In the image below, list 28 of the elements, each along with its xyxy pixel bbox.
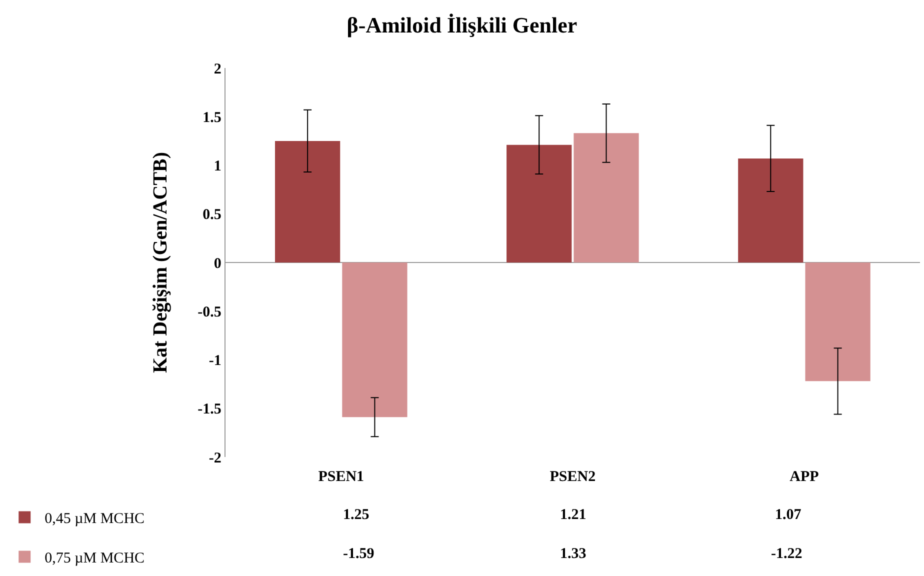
- x-tick-label: APP: [790, 469, 819, 485]
- y-tick-label: 0: [214, 256, 222, 272]
- y-tick-label: 1: [214, 158, 222, 174]
- legend-label: 0,45 µM MCHC: [44, 511, 145, 528]
- y-tick-label: -1: [208, 353, 222, 369]
- data-label: -1.22: [771, 546, 802, 562]
- y-tick-label: 2: [214, 61, 222, 78]
- bar: [738, 158, 804, 262]
- x-tick-label: PSEN1: [318, 469, 364, 485]
- data-label: 1.25: [343, 507, 370, 523]
- data-label: 1.21: [560, 507, 586, 523]
- y-tick-label: -0.5: [198, 304, 222, 320]
- bar: [574, 133, 639, 262]
- y-tick-label: -1.5: [198, 402, 222, 418]
- bar: [342, 262, 408, 418]
- x-tick-label: PSEN2: [550, 469, 596, 485]
- bar: [506, 144, 572, 262]
- data-label: 1.07: [775, 507, 802, 523]
- y-tick-label: -2: [208, 450, 222, 466]
- bar: [805, 262, 870, 382]
- y-tick-label: 1.5: [202, 110, 222, 126]
- bar: [275, 140, 340, 262]
- y-tick-label: 0.5: [202, 207, 222, 224]
- data-label: -1.59: [343, 546, 374, 562]
- legend-label: 0,75 µM MCHC: [44, 550, 145, 567]
- chart-title: β-Amiloid İlişkili Genler: [346, 12, 578, 38]
- y-axis-title: Kat Değişim (Gen/ACTB): [150, 152, 172, 374]
- data-label: 1.33: [560, 546, 586, 562]
